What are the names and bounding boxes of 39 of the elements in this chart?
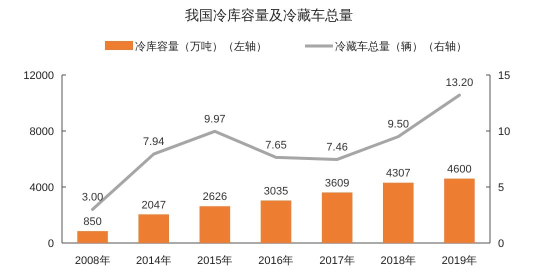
x-tick-label: 2015年 bbox=[197, 255, 233, 267]
data-label: 4600 bbox=[447, 164, 472, 176]
bar bbox=[383, 182, 414, 243]
legend-label: 冷藏车总量（辆）（右轴） bbox=[335, 40, 467, 53]
data-label: 3609 bbox=[324, 177, 350, 190]
bar bbox=[138, 214, 169, 243]
data-label: 7.94 bbox=[143, 136, 164, 148]
data-label: 2047 bbox=[141, 199, 166, 212]
bar bbox=[260, 200, 292, 243]
data-label: 7.65 bbox=[265, 139, 287, 152]
x-tick-label: 2019年 bbox=[442, 255, 478, 267]
data-label: 9.50 bbox=[388, 118, 409, 131]
data-label: 3035 bbox=[264, 186, 288, 198]
y2-tick-label: 10 bbox=[498, 126, 510, 138]
data-label: 9.97 bbox=[204, 113, 226, 126]
data-label: 13.20 bbox=[446, 77, 474, 90]
x-tick-label: 2018年 bbox=[380, 255, 416, 267]
y-tick-label: 12000 bbox=[23, 70, 54, 82]
y2-tick-label: 15 bbox=[498, 70, 510, 82]
chart-title: 我国冷库容量及冷藏车总量 bbox=[185, 7, 353, 23]
bar bbox=[77, 231, 108, 243]
y-tick-label: 4000 bbox=[30, 182, 54, 194]
data-label: 7.46 bbox=[326, 141, 348, 154]
x-tick-label: 2016年 bbox=[258, 255, 294, 267]
data-label: 2626 bbox=[202, 191, 228, 204]
x-tick-label: 2017年 bbox=[319, 255, 355, 267]
bar bbox=[444, 178, 475, 243]
y-tick-label: 0 bbox=[48, 238, 54, 250]
x-tick-label: 2008年 bbox=[74, 255, 110, 267]
x-tick-label: 2014年 bbox=[136, 255, 172, 267]
data-label: 850 bbox=[83, 216, 102, 228]
y-tick-label: 8000 bbox=[30, 126, 54, 138]
y2-tick-label: 5 bbox=[498, 182, 504, 194]
data-label: 4307 bbox=[386, 168, 411, 180]
bar bbox=[322, 192, 352, 243]
legend-label: 冷库容量（万吨）（左轴） bbox=[135, 40, 267, 53]
bar bbox=[200, 206, 230, 243]
data-label: 3.00 bbox=[82, 191, 104, 204]
y2-tick-label: 0 bbox=[498, 238, 504, 250]
